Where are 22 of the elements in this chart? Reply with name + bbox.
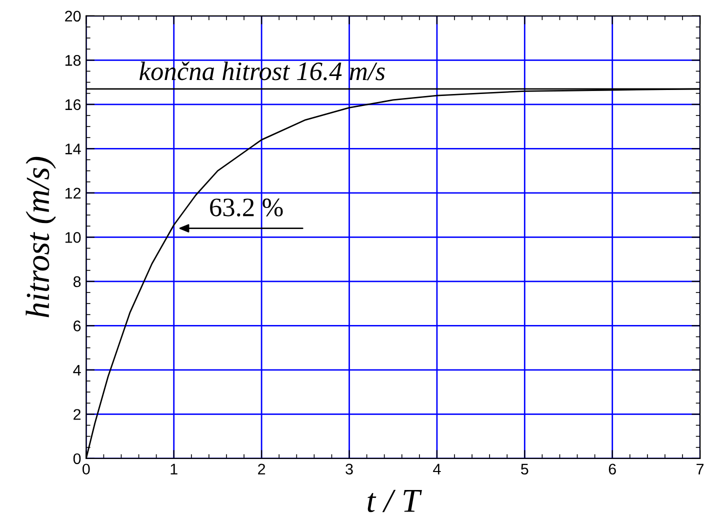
y-tick-label: 12 xyxy=(65,188,81,198)
y-tick-label: 20 xyxy=(65,10,81,22)
annotation: 63.2 % xyxy=(210,198,283,216)
x-tick-label: 1 xyxy=(170,464,178,474)
y-axis-title: hitrost (m/s) xyxy=(26,156,56,318)
y-tick-label: 0 xyxy=(73,453,81,464)
y-tick-label: 16 xyxy=(65,99,81,110)
x-tick-label: 5 xyxy=(521,464,528,475)
x-tick-label: 6 xyxy=(608,464,616,475)
y-tick-label: 18 xyxy=(65,55,81,66)
x-tick-label: 3 xyxy=(346,464,353,475)
y-tick-label: 6 xyxy=(74,320,81,332)
x-axis-title: t / T xyxy=(368,490,422,512)
y-tick-label: 4 xyxy=(73,364,81,376)
x-tick-label: 2 xyxy=(258,464,266,474)
y-tick-label: 14 xyxy=(65,144,81,154)
x-tick-label: 7 xyxy=(696,464,704,474)
y-tick-label: 8 xyxy=(73,276,81,288)
y-tick-label: 10 xyxy=(65,232,81,243)
x-tick-label: 0 xyxy=(82,464,90,475)
y-tick-label: 2 xyxy=(74,409,81,420)
x-tick-label: 4 xyxy=(433,464,441,474)
